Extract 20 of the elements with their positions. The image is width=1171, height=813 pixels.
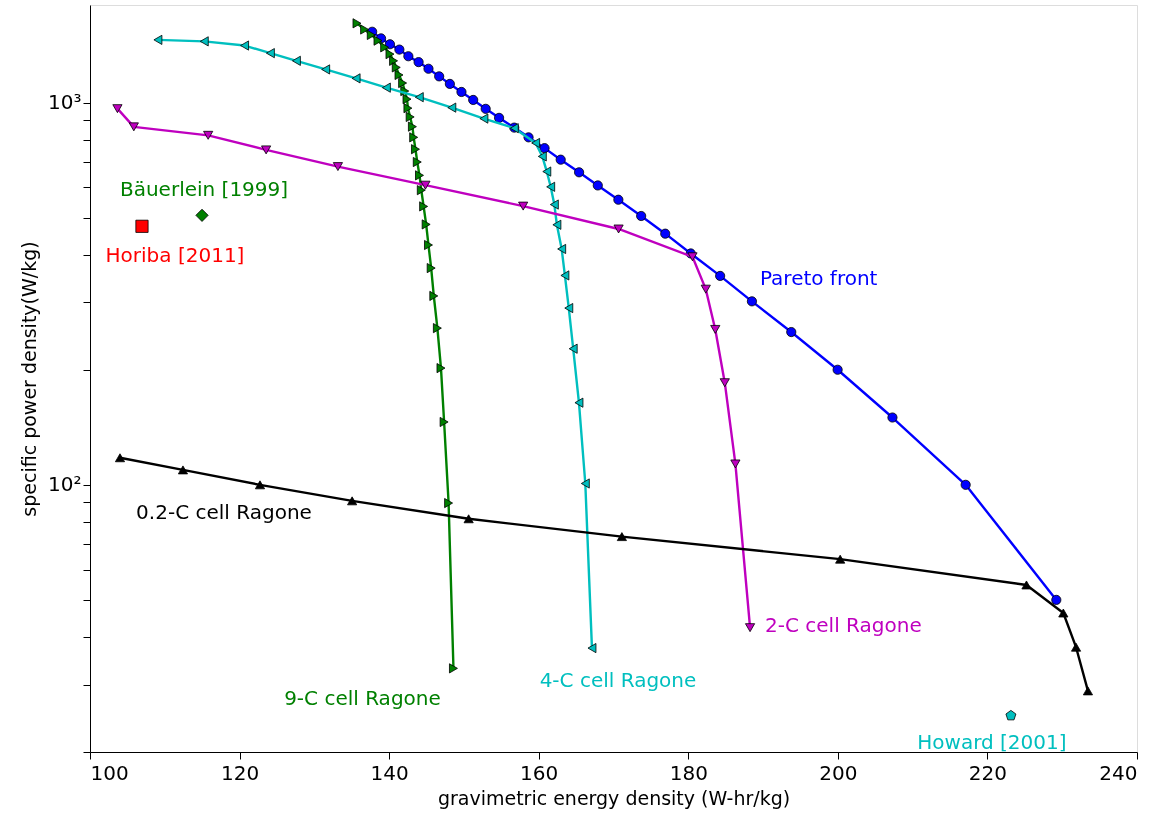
series-label: Pareto front: [759, 266, 878, 291]
x-tick-label: 160: [520, 760, 559, 785]
x-tick-label: 140: [370, 760, 409, 785]
series-label: Horiba [2011]: [105, 243, 245, 268]
y-tick-label: 10³: [48, 90, 82, 115]
series-label: 4-C cell Ragone: [539, 668, 697, 693]
x-tick-label: 240: [1099, 760, 1138, 785]
y-tick-label: 10²: [48, 472, 82, 497]
series-label: Howard [2001]: [917, 729, 1067, 754]
x-tick-label: 200: [819, 760, 858, 785]
x-tick-label: 100: [90, 760, 129, 785]
series-label: 9-C cell Ragone: [284, 686, 441, 711]
x-tick-label: 220: [968, 760, 1008, 785]
series-label: 2-C cell Ragone: [765, 612, 922, 637]
x-axis-title: gravimetric energy density (W-hr/kg): [437, 786, 791, 809]
x-tick-label: 180: [669, 760, 708, 785]
series-label: 0.2-C cell Ragone: [136, 499, 312, 524]
series-label: Bäuerlein [1999]: [119, 177, 289, 202]
y-axis-title: specific power density(W/kg): [18, 241, 41, 517]
x-tick-label: 120: [220, 760, 260, 785]
